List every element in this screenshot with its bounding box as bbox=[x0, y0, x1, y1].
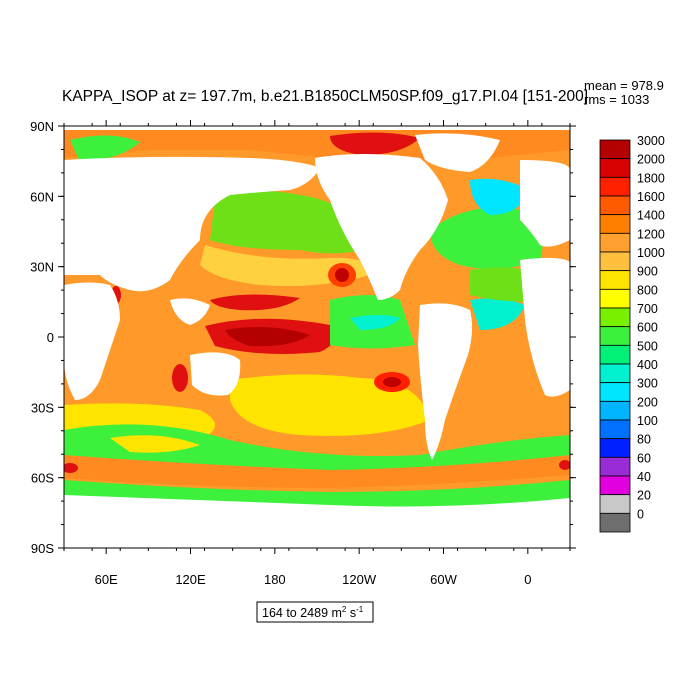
eurasia-north bbox=[64, 156, 320, 292]
x-axis-labels: 60E 120E 180 120W 60W 0 bbox=[95, 572, 532, 587]
colorbar-label: 300 bbox=[637, 377, 658, 391]
x-tick-label: 120W bbox=[342, 572, 377, 587]
npac-red-core bbox=[335, 268, 349, 282]
eq-pacific-dark bbox=[225, 326, 310, 347]
colorbar-swatch bbox=[599, 158, 631, 178]
rms-stat: rms = 1033 bbox=[584, 92, 649, 107]
y-tick-label: 30N bbox=[30, 260, 54, 275]
colorbar-label: 1800 bbox=[637, 171, 665, 185]
x-tick-label: 60E bbox=[95, 572, 118, 587]
colorbar-label: 1000 bbox=[637, 246, 665, 260]
australia bbox=[190, 352, 241, 396]
colorbar-label: 1200 bbox=[637, 227, 665, 241]
southern-orange bbox=[64, 455, 570, 488]
arctic-edge bbox=[64, 126, 570, 130]
colorbar-label: 600 bbox=[637, 321, 658, 335]
mean-stat: mean = 978.9 bbox=[584, 78, 664, 93]
arctic-red bbox=[330, 132, 420, 156]
spac-red-core bbox=[383, 377, 401, 387]
colorbar-label: 80 bbox=[637, 433, 651, 447]
indian-red bbox=[172, 364, 188, 392]
x-tick-label: 60W bbox=[430, 572, 457, 587]
colorbar-swatch bbox=[599, 494, 631, 514]
spac-yellow bbox=[230, 374, 430, 436]
y-tick-label: 90N bbox=[30, 119, 54, 134]
antarctic-shelf bbox=[64, 480, 570, 507]
colorbar-swatch bbox=[599, 344, 631, 365]
colorbar-swatch bbox=[599, 382, 631, 402]
natl-green bbox=[430, 207, 543, 269]
colorbar-swatch bbox=[599, 419, 631, 440]
range-label: 164 to 2489 m2 s-1 bbox=[262, 605, 364, 620]
colorbar-label: 2000 bbox=[637, 153, 665, 167]
y-tick-label: 90S bbox=[31, 541, 54, 556]
southern-red-e bbox=[559, 460, 570, 470]
africa bbox=[64, 282, 120, 400]
antarctica bbox=[64, 500, 570, 548]
colorbar-swatch bbox=[599, 363, 631, 384]
africa-west bbox=[520, 257, 570, 397]
npac-red-west bbox=[210, 294, 300, 311]
colorbar-swatch bbox=[599, 456, 631, 477]
colorbar-swatch bbox=[599, 251, 631, 272]
satl-cyan bbox=[470, 298, 525, 330]
europe bbox=[520, 160, 570, 247]
axis-ticks bbox=[58, 120, 576, 554]
colorbar-swatch bbox=[599, 438, 631, 458]
north-america bbox=[315, 154, 448, 300]
colorbar-label: 800 bbox=[637, 283, 658, 297]
colorbar-label: 60 bbox=[637, 451, 651, 465]
colorbar: 3000200018001600140012001000900800700600… bbox=[599, 134, 665, 533]
y-axis-labels: 90N 60N 30N 0 30S 60S 90S bbox=[30, 119, 54, 556]
colorbar-label: 3000 bbox=[637, 134, 665, 148]
range-label-box bbox=[256, 601, 374, 623]
colorbar-label: 1600 bbox=[637, 190, 665, 204]
epac-cyan bbox=[350, 315, 400, 330]
x-tick-label: 0 bbox=[524, 572, 531, 587]
colorbar-swatch bbox=[599, 475, 631, 496]
south-america bbox=[418, 303, 473, 460]
southern-yellow bbox=[110, 435, 200, 453]
y-tick-label: 0 bbox=[47, 330, 54, 345]
colorbar-label: 700 bbox=[637, 302, 658, 316]
chart-title: KAPPA_ISOP at z= 197.7m, b.e21.B1850CLM5… bbox=[62, 88, 588, 105]
colorbar-label: 400 bbox=[637, 358, 658, 372]
colorbar-swatch bbox=[599, 232, 631, 253]
southern-red-w bbox=[64, 463, 78, 473]
colorbar-swatch bbox=[599, 288, 631, 309]
colorbar-label: 1400 bbox=[637, 209, 665, 223]
colorbar-label: 0 bbox=[637, 507, 644, 521]
colorbar-swatch bbox=[599, 214, 631, 234]
colorbar-label: 40 bbox=[637, 470, 651, 484]
y-tick-label: 60N bbox=[30, 189, 54, 204]
y-tick-label: 30S bbox=[31, 400, 54, 415]
npacific-green bbox=[210, 191, 390, 254]
colorbar-swatch bbox=[599, 400, 631, 421]
colorbar-label: 500 bbox=[637, 339, 658, 353]
colorbar-swatch bbox=[599, 326, 631, 346]
colorbar-swatch bbox=[599, 195, 631, 216]
x-tick-label: 180 bbox=[264, 572, 286, 587]
greenland bbox=[415, 133, 500, 172]
colorbar-swatch bbox=[599, 139, 631, 160]
x-tick-label: 120E bbox=[175, 572, 206, 587]
y-tick-label: 60S bbox=[31, 471, 54, 486]
colorbar-swatch bbox=[599, 307, 631, 328]
colorbar-label: 20 bbox=[637, 489, 651, 503]
ocean-map bbox=[64, 126, 570, 548]
colorbar-swatch bbox=[599, 512, 631, 533]
arctic-green bbox=[70, 135, 140, 162]
colorbar-swatch bbox=[599, 176, 631, 197]
colorbar-label: 900 bbox=[637, 265, 658, 279]
colorbar-swatch bbox=[599, 270, 631, 290]
natl-cyan bbox=[470, 178, 530, 215]
colorbar-label: 100 bbox=[637, 414, 658, 428]
maritime-continent bbox=[170, 298, 210, 325]
colorbar-label: 200 bbox=[637, 395, 658, 409]
